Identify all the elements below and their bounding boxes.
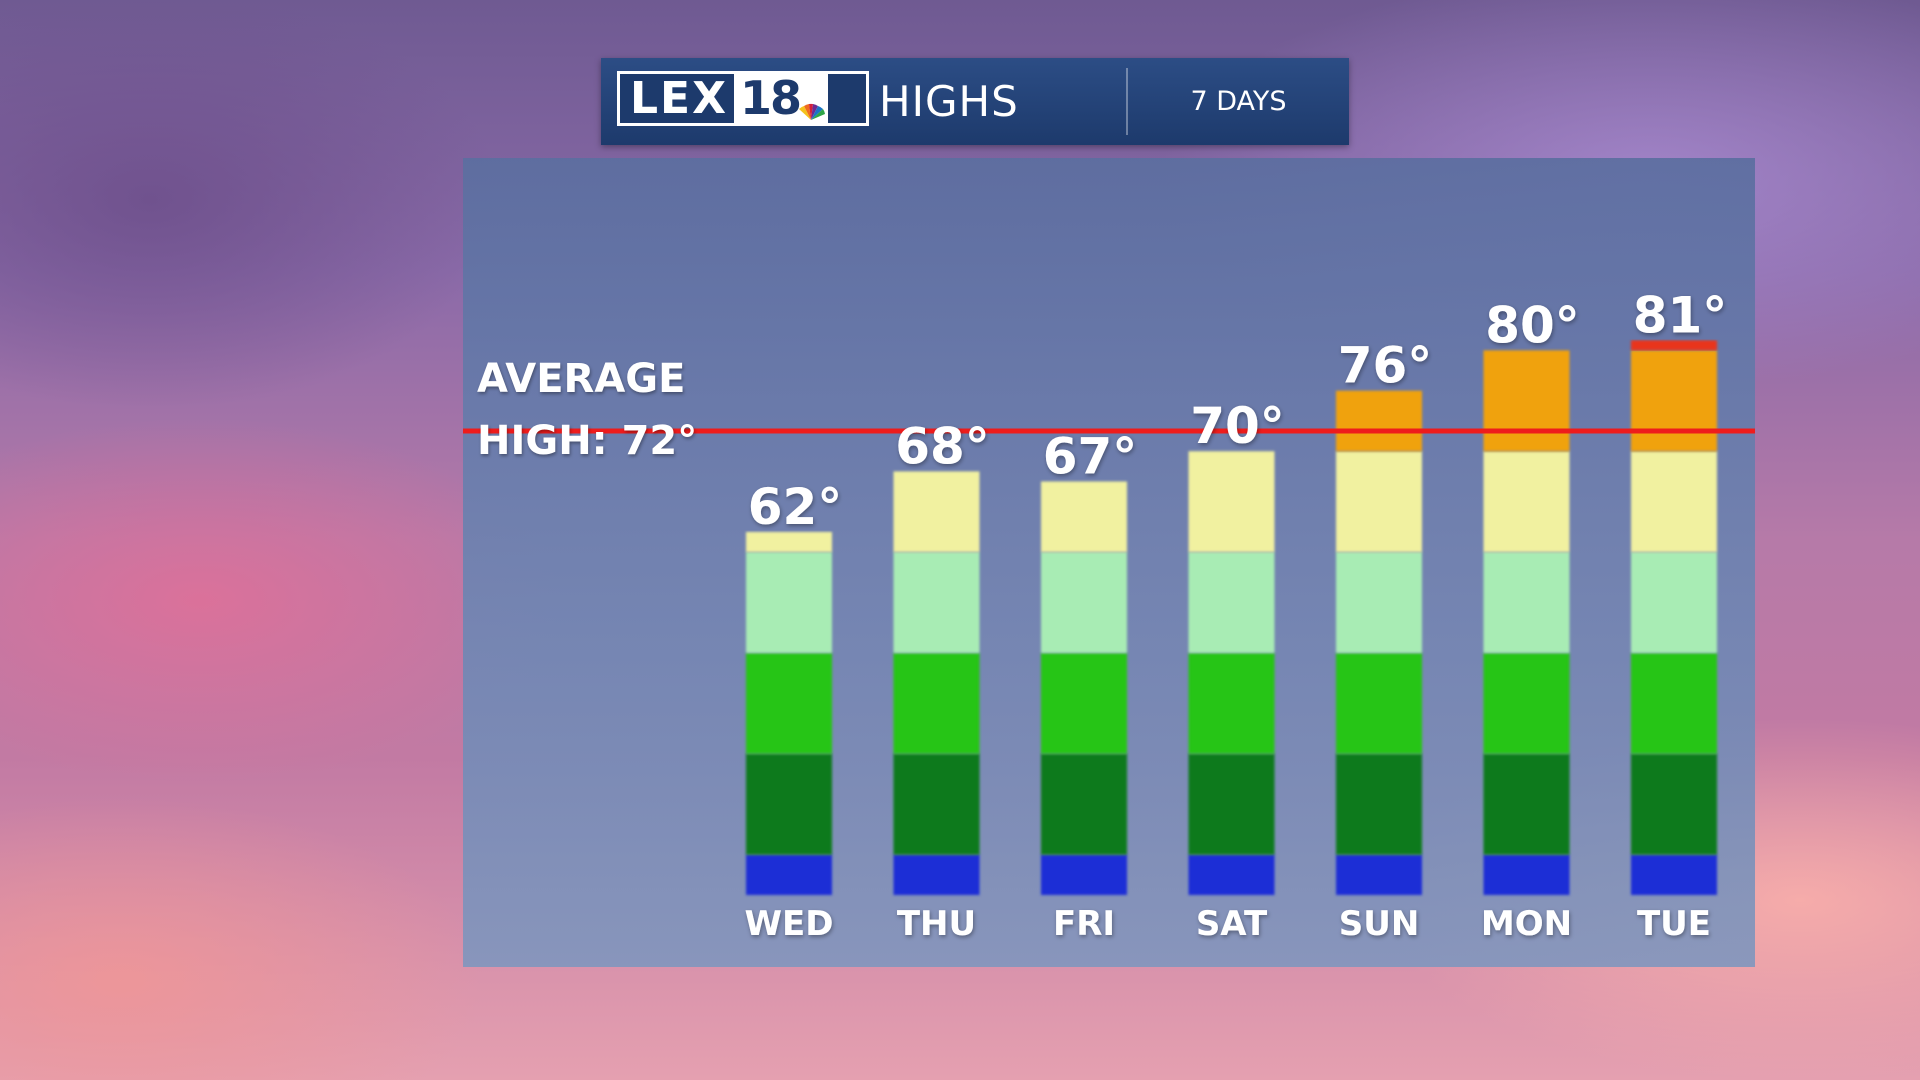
bar-segment bbox=[746, 753, 832, 855]
bar-segment bbox=[1631, 854, 1717, 895]
logo-number-text: 18 bbox=[740, 71, 802, 125]
bar-segment bbox=[1041, 854, 1127, 895]
value-label-sat: 70° bbox=[1190, 397, 1285, 455]
bar-segment bbox=[893, 753, 980, 855]
value-label-thu: 68° bbox=[895, 417, 990, 475]
bar-segment bbox=[1631, 340, 1717, 351]
bar-segment bbox=[1631, 451, 1717, 553]
bar-segment bbox=[1336, 390, 1422, 452]
bar-segment bbox=[746, 652, 832, 754]
day-label-sat: SAT bbox=[1196, 904, 1268, 944]
bar-sun bbox=[1336, 390, 1422, 895]
bar-segment bbox=[1336, 552, 1422, 653]
bar-segment bbox=[1188, 451, 1275, 553]
bar-segment bbox=[1483, 753, 1570, 855]
bar-segment bbox=[746, 531, 832, 553]
bar-segment bbox=[1631, 350, 1717, 452]
bar-segment bbox=[1041, 652, 1127, 754]
station-logo: LEX 18 bbox=[617, 71, 869, 126]
logo-number: 18 bbox=[734, 71, 829, 125]
bar-chart: 62° WED 68° THU 67° FRI 70° SAT 76° SUN 80° MON 81° T… bbox=[463, 286, 1755, 944]
bar-segment bbox=[1041, 481, 1127, 553]
day-label-tue: TUE bbox=[1637, 904, 1711, 944]
bar-segment bbox=[893, 471, 980, 553]
day-label-fri: FRI bbox=[1053, 904, 1115, 944]
average-label-line1: AVERAGE bbox=[477, 356, 686, 402]
average-high-label: AVERAGE HIGH: 72° bbox=[477, 348, 697, 472]
bar-segment bbox=[1483, 451, 1570, 553]
bar-wed bbox=[746, 531, 832, 895]
header-title: HIGHS bbox=[879, 77, 1019, 126]
bar-segment bbox=[1483, 652, 1570, 754]
bar-segment bbox=[1188, 652, 1275, 754]
logo-text: LEX bbox=[630, 72, 729, 124]
bar-segment bbox=[1483, 350, 1570, 452]
value-label-wed: 62° bbox=[748, 478, 843, 536]
value-label-sun: 76° bbox=[1338, 337, 1433, 395]
day-label-thu: THU bbox=[897, 904, 976, 944]
bar-segment bbox=[1336, 652, 1422, 754]
bar-segment bbox=[893, 652, 980, 754]
day-label-mon: MON bbox=[1481, 904, 1572, 944]
day-label-wed: WED bbox=[745, 904, 834, 944]
bar-segment bbox=[1631, 552, 1717, 653]
bar-segment bbox=[1188, 854, 1275, 895]
bar-segment bbox=[1188, 552, 1275, 653]
bar-segment bbox=[1336, 753, 1422, 855]
bar-thu bbox=[893, 471, 980, 895]
chart-panel: 62° WED 68° THU 67° FRI 70° SAT 76° SUN 80° MON 81° T… bbox=[463, 158, 1755, 967]
average-label-line2: HIGH: 72° bbox=[477, 418, 698, 464]
bar-segment bbox=[1041, 753, 1127, 855]
bar-fri bbox=[1041, 481, 1127, 895]
bar-mon bbox=[1483, 350, 1570, 895]
header-period: 7 DAYS bbox=[1190, 86, 1287, 117]
bar-segment bbox=[893, 552, 980, 653]
bar-segment bbox=[1336, 451, 1422, 553]
bar-tue bbox=[1631, 340, 1717, 895]
bar-segment bbox=[1631, 652, 1717, 754]
bar-segment bbox=[893, 854, 980, 895]
bar-segment bbox=[1483, 854, 1570, 895]
day-label-sun: SUN bbox=[1339, 904, 1420, 944]
bar-sat bbox=[1188, 451, 1275, 895]
bar-segment bbox=[746, 854, 832, 895]
bar-segment bbox=[1483, 552, 1570, 653]
bar-segment bbox=[1041, 552, 1127, 653]
bar-segment bbox=[1631, 753, 1717, 855]
bar-segment bbox=[746, 552, 832, 653]
value-label-fri: 67° bbox=[1043, 427, 1138, 485]
header-divider bbox=[1126, 68, 1128, 135]
bar-segment bbox=[1336, 854, 1422, 895]
header-banner: LEX 18 HIGHS 7 DAYS bbox=[601, 58, 1349, 145]
peacock-icon bbox=[799, 103, 826, 120]
value-label-mon: 80° bbox=[1485, 296, 1580, 354]
bar-segment bbox=[1188, 753, 1275, 855]
value-label-tue: 81° bbox=[1633, 286, 1728, 344]
